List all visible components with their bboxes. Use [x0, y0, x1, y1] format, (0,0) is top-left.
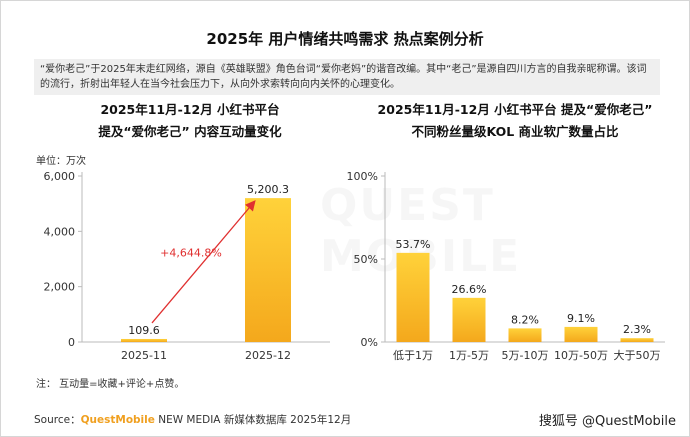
data-label: 5,200.3: [247, 183, 289, 196]
data-label: 8.2%: [511, 313, 539, 326]
right-chart-title-line2: 不同粉丝量级KOL 商业软广数量占比: [411, 124, 619, 139]
data-label: 26.6%: [452, 283, 487, 296]
right-bar-chart: 0% 50% 100% 53.7% 低于1万 26.6% 1万-5万 8.2% 5万-10万 9.…: [347, 170, 665, 362]
growth-arrow: [151, 200, 256, 324]
y-tick-label: 4,000: [44, 225, 76, 238]
page-title: 2025年 用户情绪共鸣需求 热点案例分析: [206, 30, 484, 48]
y-tick-label: 2,000: [44, 281, 76, 294]
x-tick-label: 10万-50万: [554, 349, 608, 362]
bar: [245, 198, 291, 342]
y-tick-label: 100%: [347, 170, 378, 183]
x-tick-label: 大于50万: [614, 348, 661, 362]
x-tick-label: 2025-12: [245, 349, 291, 362]
data-label: 9.1%: [567, 312, 595, 325]
source-prefix: Source：: [34, 414, 81, 426]
bar: [452, 297, 486, 342]
x-tick-label: 2025-11: [121, 349, 167, 362]
data-label: 53.7%: [396, 238, 431, 251]
left-chart-unit: 单位：万次: [36, 156, 86, 167]
footnote: 注： 互动量=收藏+评论+点赞。: [36, 379, 185, 390]
bar: [508, 328, 542, 342]
bar: [564, 326, 598, 342]
y-tick-label: 6,000: [44, 170, 76, 183]
growth-label: +4,644.8%: [160, 247, 222, 260]
y-tick-label: 50%: [354, 253, 378, 266]
left-chart-title-line1: 2025年11月-12月 小红书平台: [100, 102, 280, 117]
description-box: “爱你老己”于2025年末走红网络，源自《英雄联盟》角色台词“爱你老妈”的谐音改…: [34, 59, 660, 95]
bar: [121, 338, 167, 342]
source-brand: QuestMobile: [80, 414, 155, 426]
bar: [620, 338, 654, 342]
x-tick-label: 1万-5万: [449, 349, 489, 362]
y-tick-label: 0%: [361, 336, 378, 349]
source-rest: NEW MEDIA 新媒体数据库 2025年12月: [154, 414, 352, 426]
x-tick-label: 低于1万: [393, 349, 433, 362]
left-chart-title-line2: 提及“爱你老己” 内容互动量变化: [98, 124, 282, 139]
x-tick-label: 5万-10万: [502, 349, 549, 362]
right-chart-title-line1: 2025年11月-12月 小红书平台 提及“爱你老己”: [377, 102, 653, 117]
y-tick-label: 0: [68, 336, 75, 349]
sohu-watermark: 搜狐号 @QuestMobile: [538, 414, 676, 429]
data-label: 109.6: [128, 324, 160, 337]
data-label: 2.3%: [623, 323, 651, 336]
source-line: Source：QuestMobile NEW MEDIA 新媒体数据库 2025…: [34, 412, 351, 427]
bar: [396, 252, 430, 342]
left-bar-chart: 0 2,000 4,000 6,000 109.6 2025-11 5,200.3 2025-…: [44, 170, 330, 362]
